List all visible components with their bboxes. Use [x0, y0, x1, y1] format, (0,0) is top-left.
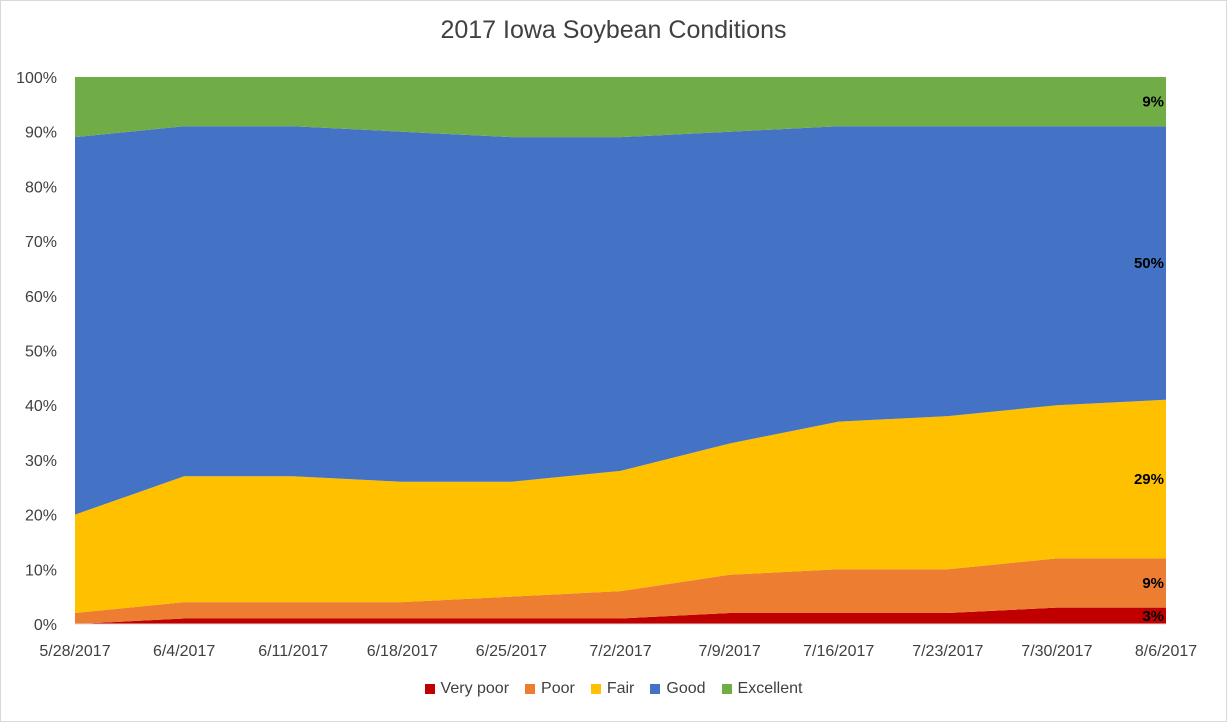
x-tick-label: 7/23/2017 — [912, 643, 983, 660]
legend-label: Good — [666, 680, 706, 697]
y-tick-label: 80% — [25, 179, 57, 196]
x-tick-label: 6/11/2017 — [258, 643, 328, 660]
x-tick-label: 8/6/2017 — [1135, 643, 1197, 660]
data-label-good: 50% — [1134, 255, 1164, 272]
y-tick-label: 100% — [16, 70, 57, 87]
y-tick-label: 50% — [25, 344, 57, 361]
x-tick-label: 7/30/2017 — [1021, 643, 1092, 660]
legend-swatch — [721, 684, 732, 694]
area-excellent — [75, 77, 1166, 138]
x-tick-label: 6/25/2017 — [476, 643, 547, 660]
legend-label: Fair — [606, 680, 635, 697]
y-tick-label: 90% — [25, 125, 57, 142]
x-tick-label: 7/16/2017 — [803, 643, 874, 660]
area-good — [75, 126, 1166, 515]
area-fair — [75, 399, 1166, 614]
chart-title: 2017 Iowa Soybean Conditions — [440, 16, 787, 44]
legend-item-poor: Poor — [525, 680, 575, 698]
data-label-very-poor: 3% — [1142, 608, 1164, 625]
y-tick-label: 40% — [25, 398, 57, 415]
legend-item-very-poor: Very poor — [424, 680, 510, 698]
x-tick-label: 6/18/2017 — [367, 643, 438, 660]
y-tick-label: 10% — [25, 562, 57, 579]
data-label-fair: 29% — [1134, 471, 1164, 488]
legend-item-excellent: Excellent — [721, 680, 803, 698]
chart-legend: Very poor Poor Fair Good Excellent — [0, 680, 1227, 698]
legend-swatch — [650, 684, 661, 694]
legend-label: Poor — [541, 680, 575, 697]
legend-swatch — [590, 684, 601, 694]
y-tick-label: 70% — [25, 234, 57, 251]
y-tick-label: 20% — [25, 508, 57, 525]
y-tick-label: 30% — [25, 453, 57, 470]
data-label-excellent: 9% — [1142, 94, 1164, 111]
legend-swatch — [424, 684, 435, 694]
legend-label: Very poor — [440, 680, 510, 697]
x-tick-label: 7/2/2017 — [589, 643, 651, 660]
legend-item-fair: Fair — [590, 680, 635, 698]
area-very-poor — [75, 607, 1166, 624]
legend-item-good: Good — [650, 680, 706, 698]
y-tick-label: 60% — [25, 289, 57, 306]
data-label-poor: 9% — [1142, 575, 1164, 592]
x-tick-label: 6/4/2017 — [153, 643, 215, 660]
x-tick-label: 7/9/2017 — [698, 643, 760, 660]
legend-swatch — [525, 684, 536, 694]
x-tick-label: 5/28/2017 — [39, 643, 110, 660]
y-tick-label: 0% — [34, 617, 57, 634]
legend-label: Excellent — [737, 680, 803, 697]
